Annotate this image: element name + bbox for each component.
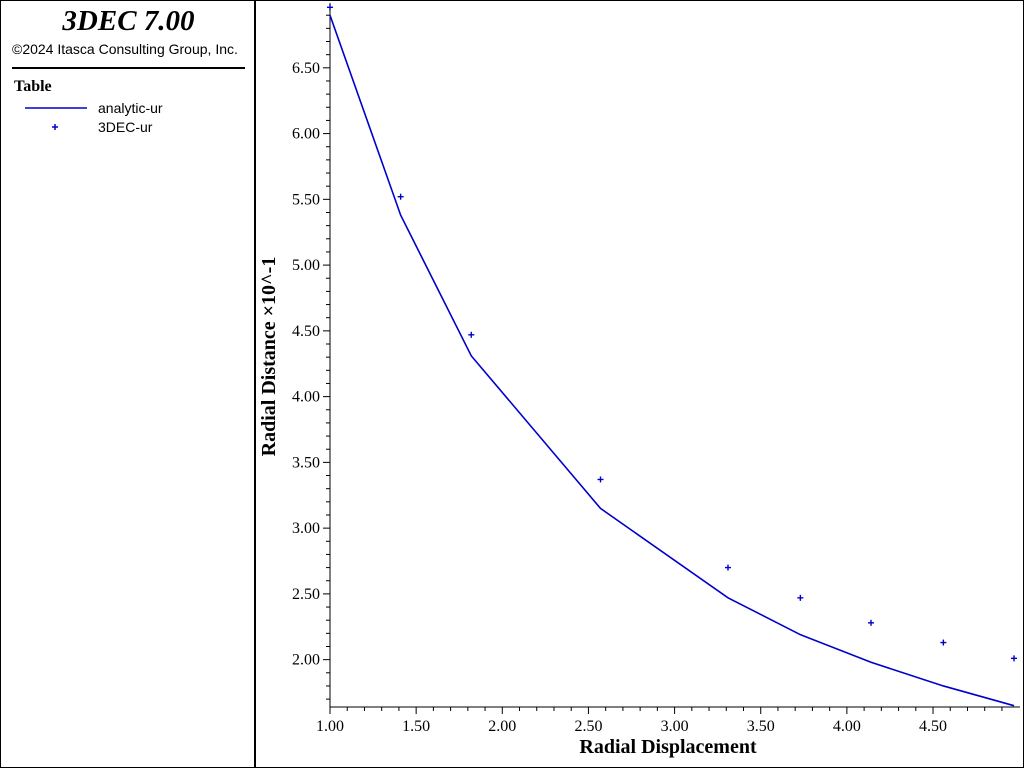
plot-area: 2.00 2.50 3.00 3.50 4.00 4.50 5.00 5.50 6.00 6.50… (257, 1, 1023, 767)
y-tick-label: 2.00 (292, 652, 320, 669)
x-tick-label: 1.00 (316, 718, 344, 735)
data-point-3dec-ur (597, 476, 604, 483)
y-tick-label: 5.00 (292, 257, 320, 274)
data-point-3dec-ur (468, 331, 475, 338)
x-tick-label: 1.50 (402, 718, 430, 735)
y-tick-label: 6.50 (292, 60, 320, 77)
y-tick-label: 5.50 (292, 191, 320, 208)
legend-heading: Table (14, 78, 52, 95)
data-point-3dec-ur (940, 639, 947, 646)
y-tick-label: 3.00 (292, 520, 320, 537)
y-tick-label: 4.50 (292, 323, 320, 340)
data-point-3dec-ur (327, 4, 333, 11)
app-title: 3DEC 7.00 (62, 5, 195, 37)
copyright-text: ©2024 Itasca Consulting Group, Inc. (12, 41, 238, 57)
x-tick-label: 2.00 (488, 718, 516, 735)
data-point-3dec-ur (397, 193, 404, 200)
y-tick-label: 2.50 (292, 586, 320, 603)
legend-label: 3DEC-ur (98, 119, 153, 135)
axes: 2.00 2.50 3.00 3.50 4.00 4.50 5.00 5.50 6.00 6.50… (292, 3, 1020, 735)
data-point-3dec-ur (867, 619, 874, 626)
x-tick-label: 4.50 (919, 718, 947, 735)
x-tick-label: 3.00 (661, 718, 689, 735)
y-tick-label: 6.00 (292, 126, 320, 143)
legend-panel: 3DEC 7.00 ©2024 Itasca Consulting Group,… (1, 1, 256, 767)
y-tick-label: 3.50 (292, 454, 320, 471)
series-group (327, 4, 1017, 707)
data-point-3dec-ur (1011, 655, 1017, 662)
plus-marker-icon (52, 124, 58, 130)
divider (12, 67, 245, 69)
series-line-analytic-ur (329, 14, 1015, 707)
data-point-3dec-ur (724, 564, 731, 571)
data-point-3dec-ur (797, 594, 804, 601)
legend-item-3dec-ur: 3DEC-ur (25, 118, 245, 136)
x-tick-label: 2.50 (574, 718, 602, 735)
line-swatch-icon (25, 107, 87, 109)
legend-item-analytic-ur: analytic-ur (25, 99, 245, 117)
x-tick-label: 4.00 (833, 718, 861, 735)
legend-label: analytic-ur (98, 100, 163, 116)
y-axis-title: Radial Distance ×10^-1 (258, 257, 280, 457)
chart: 2.00 2.50 3.00 3.50 4.00 4.50 5.00 5.50 6.00 6.50… (258, 3, 1020, 758)
y-tick-label: 4.00 (292, 389, 320, 406)
x-tick-label: 3.50 (747, 718, 775, 735)
x-axis-title: Radial Displacement (579, 736, 757, 758)
